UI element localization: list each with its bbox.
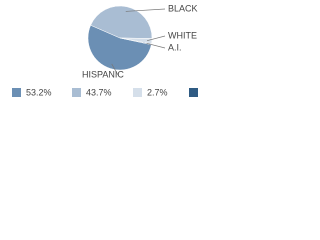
chart: HISPANIC BLACK WHITE A.I. 53.2% 43.7% 2.7% <box>12 3 198 97</box>
legend-swatch <box>12 88 21 97</box>
legend-swatch <box>189 88 198 97</box>
pie-label: WHITE <box>168 30 197 40</box>
pie-label: HISPANIC <box>82 69 124 79</box>
legend-label: 43.7% <box>86 87 112 97</box>
leader-line <box>146 42 166 49</box>
pie-label: A.I. <box>168 42 182 52</box>
pie-label: BLACK <box>168 3 198 13</box>
legend-label: 53.2% <box>26 87 52 97</box>
leader-line <box>146 35 166 42</box>
pie-slice <box>90 5 153 39</box>
leader-line <box>125 8 166 12</box>
leader-line <box>111 63 119 76</box>
pie-slice <box>87 24 152 71</box>
legend-swatch <box>133 88 142 97</box>
legend-swatch <box>72 88 81 97</box>
legend-label: 2.7% <box>147 87 168 97</box>
